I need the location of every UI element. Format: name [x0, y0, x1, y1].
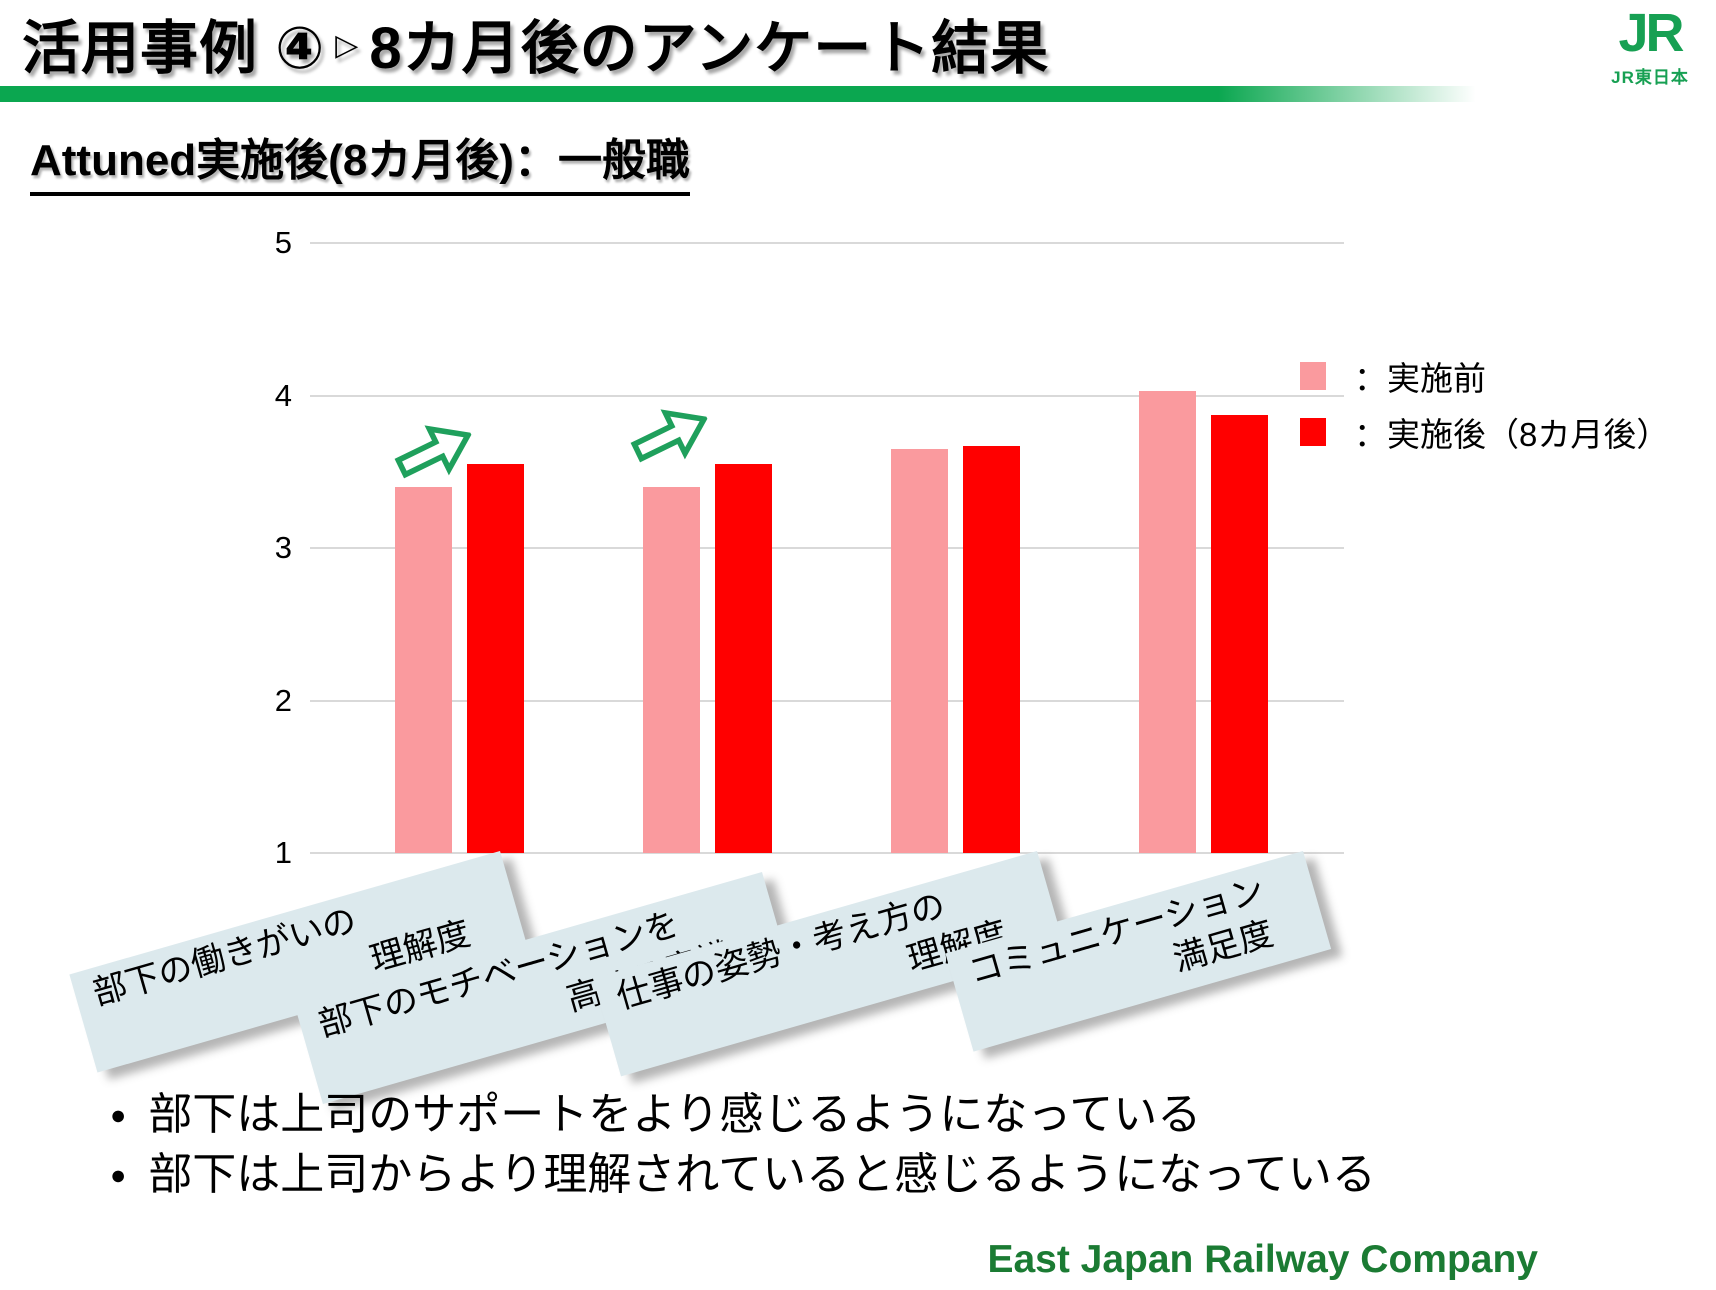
legend-swatch: [1300, 418, 1326, 446]
legend-item: ：実施後（8カ月後）: [1300, 408, 1669, 456]
bullet-item: ● 部下は上司からより理解されていると感じるようになっている: [110, 1150, 1376, 1200]
bullet-dot-icon: ●: [110, 1100, 127, 1130]
bullet-text: 部下は上司からより理解されていると感じるようになっている: [148, 1150, 1376, 1199]
page-title-suffix: 8カ月後のアンケート結果: [369, 16, 1050, 81]
title-underline-bar: [0, 86, 1716, 102]
legend-swatch: [1300, 362, 1326, 390]
bar-after-3: [1211, 415, 1268, 853]
y-axis-tick-label: 3: [274, 530, 292, 565]
chart-legend: ：実施前 ：実施後（8カ月後）: [1300, 352, 1669, 464]
legend-label: ：実施前: [1354, 360, 1486, 397]
gridline: [310, 547, 1344, 549]
footer-company-credit: East Japan Railway Company: [987, 1238, 1538, 1281]
bullet-dot-icon: ●: [110, 1160, 127, 1190]
arrow-svg: [630, 409, 709, 463]
gridline: [310, 242, 1344, 244]
page-title-prefix: 活用事例 ④: [22, 16, 326, 81]
bar-before-2: [891, 448, 948, 853]
legend-label: ：実施後（8カ月後）: [1354, 416, 1670, 453]
chart-subtitle: Attuned実施後(8カ月後)：一般職: [30, 124, 690, 196]
bar-before-0: [395, 487, 452, 853]
page-title: 活用事例 ④ ▷ 8カ月後のアンケート結果: [22, 0, 1049, 86]
arrow-svg: [394, 425, 473, 479]
increase-arrow-icon: [620, 388, 723, 487]
jr-logo-text: JR東日本: [1611, 68, 1689, 87]
gridline: [310, 852, 1344, 854]
triangle-marker-icon: ▷: [335, 28, 360, 62]
y-axis-tick-label: 4: [274, 377, 292, 413]
jr-east-logo: JR JR東日本: [1598, 4, 1702, 88]
bar-before-3: [1139, 390, 1196, 853]
bullet-list: ● 部下は上司のサポートをより感じるようになっている ● 部下は上司からより理解…: [110, 1090, 1376, 1210]
increase-arrow-icon: [384, 404, 487, 503]
bullet-text: 部下は上司のサポートをより感じるようになっている: [148, 1090, 1202, 1139]
bar-after-1: [715, 464, 772, 853]
y-axis-tick-label: 2: [274, 682, 292, 718]
gridline: [310, 394, 1344, 397]
bar-after-0: [467, 464, 524, 853]
bar-after-2: [963, 445, 1020, 853]
y-axis-tick-label: 5: [274, 225, 292, 260]
bar-before-1: [643, 487, 700, 853]
y-axis-tick-label: 1: [274, 835, 292, 870]
gridline: [310, 699, 1344, 702]
bullet-item: ● 部下は上司のサポートをより感じるようになっている: [110, 1090, 1376, 1140]
jr-logo-icon: JR: [1618, 3, 1684, 63]
legend-item: ：実施前: [1300, 352, 1669, 400]
